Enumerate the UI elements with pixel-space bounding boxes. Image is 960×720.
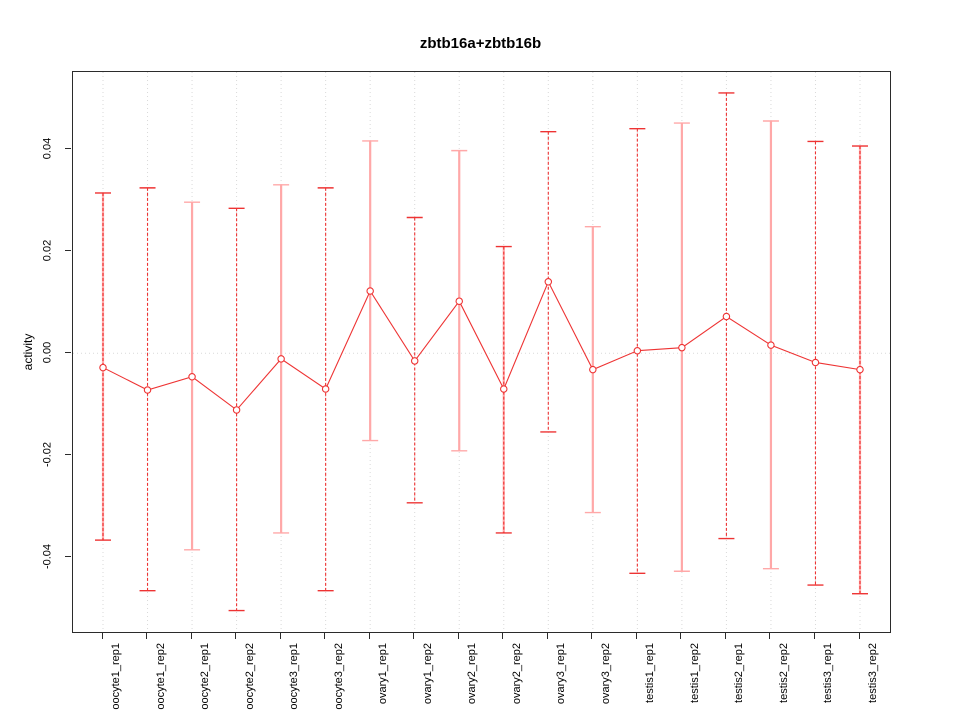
x-tick-mark	[546, 633, 548, 639]
x-tick-mark	[101, 633, 103, 639]
data-point	[678, 343, 686, 352]
y-tick-mark	[65, 249, 71, 251]
x-tick-mark	[368, 633, 370, 639]
x-tick-mark	[635, 633, 637, 639]
x-tick-label: oocyte3_rep1	[288, 643, 301, 710]
x-tick-label: testis3_rep1	[822, 643, 835, 703]
x-tick-mark	[190, 633, 192, 639]
x-tick-mark	[724, 633, 726, 639]
data-point	[722, 312, 731, 321]
data-point	[811, 358, 820, 367]
data-point	[856, 365, 864, 374]
x-tick-mark	[680, 633, 682, 639]
x-tick-mark	[858, 633, 860, 639]
data-point	[767, 341, 775, 349]
x-tick-label: oocyte1_rep1	[110, 643, 122, 710]
x-tick-label: oocyte2_rep1	[199, 643, 212, 710]
x-tick-label: testis2_rep2	[777, 643, 790, 703]
x-tick-label: testis2_rep1	[733, 643, 746, 703]
data-point	[455, 297, 463, 305]
x-tick-label: oocyte1_rep2	[154, 643, 167, 710]
data-point	[143, 386, 152, 394]
x-tick-mark	[769, 633, 771, 639]
x-tick-label: oocyte2_rep2	[243, 643, 256, 710]
x-tick-label: ovary3_rep1	[555, 643, 568, 705]
y-tick-mark	[65, 351, 71, 353]
x-tick-label: testis1_rep1	[644, 643, 657, 703]
x-tick-label: ovary3_rep2	[599, 643, 612, 705]
plot-area	[72, 71, 891, 633]
x-tick-mark	[413, 633, 415, 639]
y-tick-label: 0.04	[41, 137, 54, 159]
chart-canvas	[73, 72, 890, 632]
x-tick-mark	[146, 633, 148, 639]
y-tick-mark	[65, 453, 71, 455]
y-axis-label: activity	[21, 333, 35, 371]
data-point	[99, 363, 107, 372]
y-tick-mark	[65, 555, 71, 557]
x-tick-label: ovary2_rep2	[510, 643, 523, 705]
y-tick-label: -0.02	[41, 441, 54, 467]
data-point	[366, 287, 374, 295]
data-point	[232, 406, 241, 414]
data-point	[277, 355, 285, 363]
data-point	[188, 373, 196, 381]
x-tick-mark	[813, 633, 815, 639]
x-tick-label: ovary1_rep2	[421, 643, 434, 705]
x-tick-mark	[591, 633, 593, 639]
x-tick-label: testis1_rep2	[688, 643, 701, 703]
x-tick-mark	[502, 633, 504, 639]
x-tick-mark	[324, 633, 326, 639]
data-point	[500, 385, 508, 393]
y-tick-mark	[65, 147, 71, 149]
chart-title: zbtb16a+zbtb16b	[419, 35, 542, 52]
x-tick-label: ovary1_rep1	[377, 643, 390, 705]
series-line	[102, 280, 861, 411]
y-tick-label: -0.04	[41, 543, 54, 570]
data-point	[633, 346, 642, 355]
x-tick-mark	[457, 633, 459, 639]
y-tick-label: 0.02	[41, 239, 54, 261]
data-point	[589, 365, 597, 374]
x-tick-label: oocyte3_rep2	[332, 643, 345, 710]
x-tick-label: ovary2_rep1	[466, 643, 479, 705]
data-point	[321, 385, 330, 393]
y-tick-label: 0.00	[41, 341, 54, 363]
data-point	[544, 278, 553, 286]
x-tick-mark	[279, 633, 281, 639]
data-point	[410, 357, 419, 365]
x-tick-label: testis3_rep2	[867, 643, 879, 703]
x-tick-mark	[235, 633, 237, 639]
